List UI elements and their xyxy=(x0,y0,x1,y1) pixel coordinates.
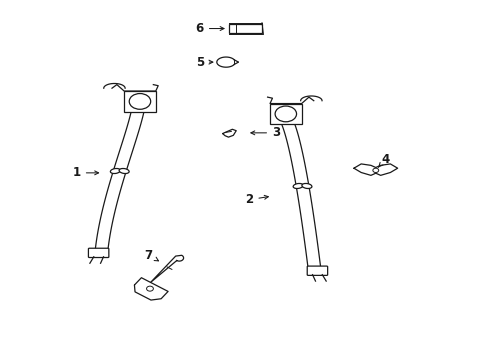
Text: 2: 2 xyxy=(245,193,268,206)
Text: 1: 1 xyxy=(73,166,99,179)
FancyBboxPatch shape xyxy=(88,248,109,257)
Polygon shape xyxy=(353,164,397,175)
Ellipse shape xyxy=(119,168,129,174)
Circle shape xyxy=(372,168,378,172)
FancyBboxPatch shape xyxy=(124,91,156,112)
Polygon shape xyxy=(222,129,236,137)
Circle shape xyxy=(275,106,296,122)
Text: 3: 3 xyxy=(250,126,280,139)
Text: 5: 5 xyxy=(195,55,212,69)
FancyBboxPatch shape xyxy=(269,104,301,124)
Bar xyxy=(228,24,262,33)
Polygon shape xyxy=(150,255,183,282)
Ellipse shape xyxy=(301,184,311,189)
Ellipse shape xyxy=(110,168,120,174)
FancyBboxPatch shape xyxy=(306,266,327,275)
Polygon shape xyxy=(134,278,168,300)
Text: 4: 4 xyxy=(378,153,389,167)
Ellipse shape xyxy=(293,184,303,189)
Text: 6: 6 xyxy=(195,22,224,35)
Circle shape xyxy=(129,94,150,109)
Text: 7: 7 xyxy=(144,248,158,261)
Circle shape xyxy=(146,286,153,291)
